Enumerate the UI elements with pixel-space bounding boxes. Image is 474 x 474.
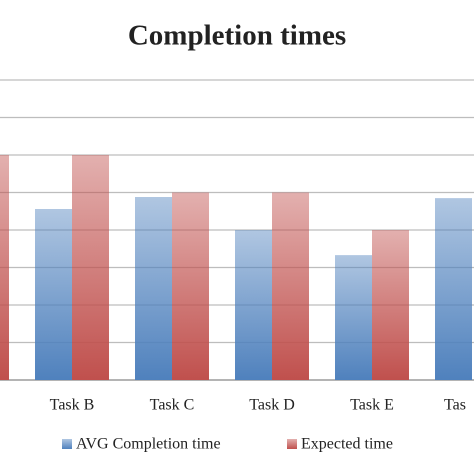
bar	[172, 192, 209, 380]
bar	[235, 230, 272, 380]
legend-label: Expected time	[301, 436, 393, 453]
x-tick-label: Tas	[444, 397, 466, 414]
legend-swatch	[62, 439, 72, 449]
bar	[35, 209, 72, 380]
x-tick-label: Task B	[50, 397, 95, 414]
bar	[135, 197, 172, 380]
legend-swatch	[287, 439, 297, 449]
x-tick-label: Task C	[150, 397, 195, 414]
bar	[372, 230, 409, 380]
bar	[0, 155, 9, 380]
x-tick-label: Task D	[249, 397, 295, 414]
bar	[335, 255, 372, 380]
bar	[435, 198, 472, 380]
x-tick-label: Task E	[350, 397, 394, 414]
bar	[72, 155, 109, 380]
bar	[272, 192, 309, 380]
legend-label: AVG Completion time	[76, 436, 221, 453]
chart-title: Completion times	[128, 20, 346, 52]
